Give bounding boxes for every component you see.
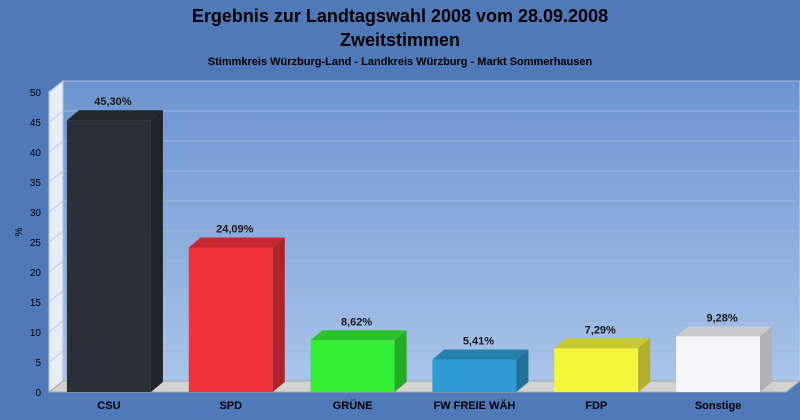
grid-line-side <box>48 290 64 303</box>
bar-top <box>432 349 529 360</box>
bar-top <box>66 110 163 121</box>
bar-side <box>760 326 773 392</box>
bar <box>310 330 407 392</box>
x-tick-label: GRÜNE <box>333 399 373 412</box>
data-label: 45,30% <box>94 96 132 108</box>
data-label: 7,29% <box>585 324 616 336</box>
grid-line-side <box>48 200 64 213</box>
grid-line-side <box>48 320 64 333</box>
y-tick-label: 5 <box>35 358 41 369</box>
data-label: 8,62% <box>341 316 372 328</box>
x-tick-label: Sonstige <box>695 400 741 412</box>
bar-side <box>516 349 529 392</box>
grid-line-side <box>48 110 64 123</box>
bar-front <box>676 336 761 392</box>
data-label: 5,41% <box>463 336 494 348</box>
y-axis-label: % <box>14 227 25 236</box>
bar-side <box>638 338 651 392</box>
y-tick-label: 25 <box>30 238 42 249</box>
grid-line-side <box>48 350 64 363</box>
bar-front <box>310 340 395 392</box>
grid-line-side <box>48 260 64 273</box>
x-tick-label: FDP <box>585 400 607 412</box>
bar-top <box>676 326 773 337</box>
grid-line-side <box>48 140 64 153</box>
bar-front <box>188 247 273 392</box>
bar-top <box>310 330 407 341</box>
bar-front <box>554 348 639 392</box>
x-tick-label: SPD <box>219 400 242 412</box>
bar <box>676 326 773 392</box>
data-label: 24,09% <box>216 223 254 235</box>
y-tick-label: 45 <box>30 118 42 129</box>
chart-title: Ergebnis zur Landtagswahl 2008 vom 28.09… <box>192 6 608 26</box>
bar-side <box>272 237 285 392</box>
x-tick-label: FW FREIE WÄH <box>433 399 515 412</box>
bar <box>554 338 651 392</box>
bar-side <box>150 110 163 392</box>
chart-subtitle: Stimmkreis Würzburg-Land - Landkreis Wür… <box>208 56 593 68</box>
bar <box>66 110 163 392</box>
bar-side <box>394 330 407 392</box>
y-tick-label: 35 <box>30 178 42 189</box>
bar-front <box>432 359 517 392</box>
y-tick-label: 30 <box>30 208 42 219</box>
bar <box>188 237 285 392</box>
bar-front <box>66 120 151 392</box>
x-tick-label: CSU <box>97 400 120 412</box>
bar <box>432 349 529 392</box>
y-tick-label: 15 <box>30 298 42 309</box>
y-tick-label: 20 <box>30 268 42 279</box>
bar-top <box>188 237 285 248</box>
grid-line-side <box>48 230 64 243</box>
bar-top <box>554 338 651 349</box>
y-tick-label: 0 <box>35 388 41 399</box>
data-label: 9,28% <box>706 312 737 324</box>
y-tick-label: 40 <box>30 148 42 159</box>
chart-title-line2: Zweitstimmen <box>340 30 460 50</box>
grid-line-side <box>48 170 64 183</box>
y-tick-label: 10 <box>30 328 42 339</box>
grid-line-side <box>48 80 64 93</box>
y-tick-label: 50 <box>30 88 42 99</box>
